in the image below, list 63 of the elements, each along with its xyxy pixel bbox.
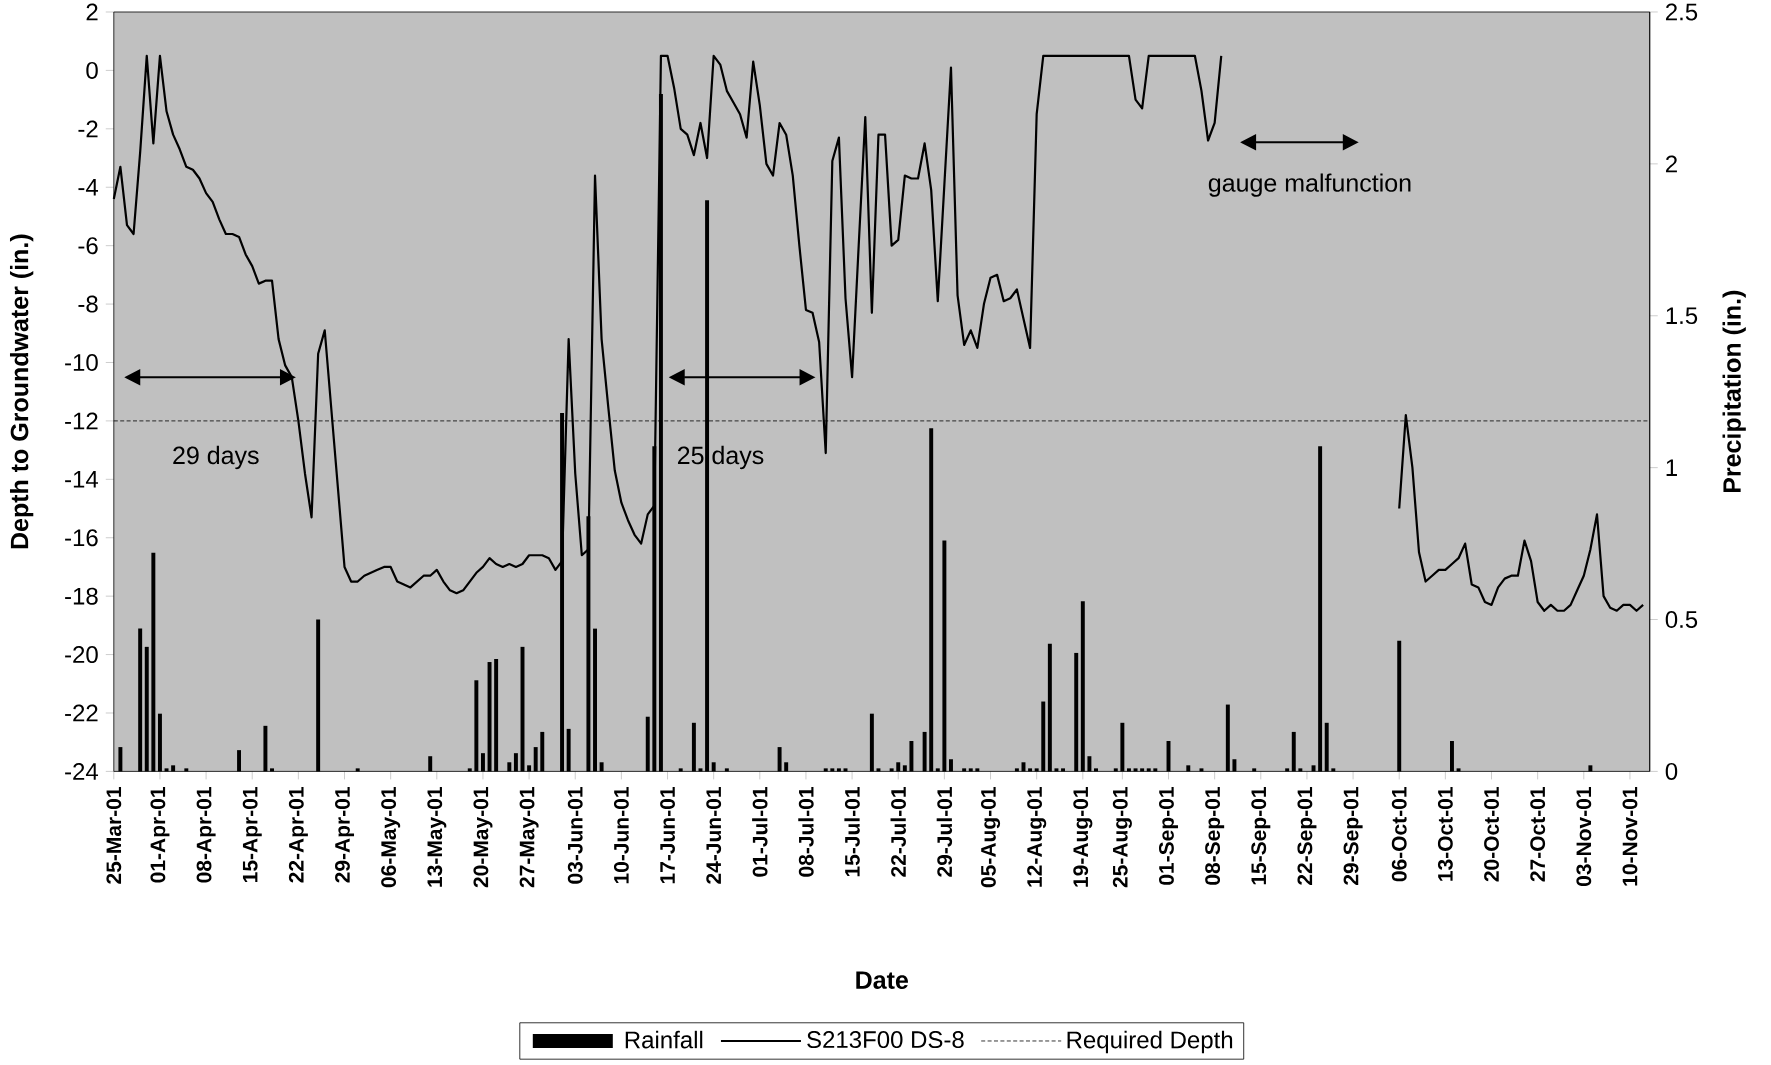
x-tick-label: 27-May-01 [519, 787, 539, 888]
y2-axis-title: Precipitation (in.) [1722, 290, 1746, 493]
x-tick-label: 01-Apr-01 [150, 787, 170, 883]
legend-label: Rainfall [625, 1030, 703, 1049]
x-tick-label: 29-Apr-01 [335, 787, 355, 883]
y2-tick-label: 1.5 [1666, 307, 1698, 325]
y2-tick-label: 1 [1666, 459, 1677, 476]
x-tick-label: 03-Jun-01 [567, 787, 583, 884]
y-tick-label: -14 [65, 471, 99, 488]
y-tick-label: -18 [65, 587, 98, 605]
y2-tick-label: 0.5 [1665, 611, 1698, 628]
x-tick-label: 27-Oct-01 [1530, 787, 1546, 882]
x-tick-label: 10-Jun-01 [613, 787, 629, 884]
x-axis-title: Date [856, 971, 908, 989]
x-tick-label: 20-Oct-01 [1484, 787, 1499, 882]
y-tick-label: -6 [78, 237, 98, 255]
annotation: gauge malfunction [1208, 173, 1411, 197]
x-tick-label: 01-Jul-01 [752, 787, 768, 877]
y-tick-label: 2 [86, 3, 98, 21]
y-tick-label: 0 [86, 61, 98, 79]
annotation: 29 days [173, 445, 259, 470]
x-tick-label: 15-Sep-01 [1251, 787, 1271, 885]
x-tick-label: 15-Apr-01 [242, 787, 262, 883]
y-tick-label: -8 [78, 295, 98, 313]
x-tick-label: 13-Oct-01 [1437, 787, 1453, 881]
x-tick-label: 12-Aug-01 [1027, 787, 1047, 887]
x-tick-label: 20-May-01 [473, 787, 493, 888]
x-tick-label: 22-Sep-01 [1297, 787, 1317, 885]
y-tick-label: -10 [65, 354, 98, 371]
x-tick-label: 15-Jul-01 [844, 787, 860, 877]
y-tick-label: -24 [65, 763, 99, 780]
x-tick-label: 25-Mar-01 [106, 787, 122, 884]
x-tick-label: 22-Jul-01 [890, 787, 906, 877]
x-tick-label: 19-Aug-01 [1073, 787, 1093, 887]
legend-label: S213F00 DS-8 [807, 1031, 964, 1049]
x-tick-label: 22-Apr-01 [288, 787, 308, 883]
x-tick-label: 29-Jul-01 [936, 787, 953, 877]
legend-label: Required Depth [1067, 1030, 1233, 1054]
y-tick-label: -20 [65, 646, 98, 664]
y-tick-label: -16 [65, 529, 98, 547]
y2-tick-label: 2 [1665, 155, 1677, 173]
x-tick-label: 08-Jul-01 [798, 787, 814, 877]
x-tick-label: 08-Apr-01 [196, 787, 216, 883]
x-tick-label: 13-May-01 [427, 787, 447, 887]
x-tick-label: 08-Sep-01 [1205, 787, 1225, 885]
y-tick-label: -12 [65, 412, 98, 430]
x-tick-label: 01-Sep-01 [1159, 787, 1179, 885]
x-tick-label: 17-Jun-01 [660, 787, 675, 884]
y-tick-label: -22 [65, 704, 98, 722]
y2-tick-label: 0 [1665, 762, 1678, 780]
annotation: 25 days [677, 445, 764, 470]
x-tick-label: 29-Sep-01 [1343, 787, 1363, 885]
y-tick-label: -4 [78, 179, 99, 196]
x-tick-label: 24-Jun-01 [706, 787, 722, 884]
y-tick-label: -2 [78, 120, 98, 138]
x-tick-label: 05-Aug-01 [980, 787, 1001, 888]
x-tick-label: 06-Oct-01 [1391, 787, 1407, 882]
x-tick-label: 10-Nov-01 [1622, 787, 1638, 886]
x-tick-label: 25-Aug-01 [1112, 787, 1132, 888]
x-tick-label: 03-Nov-01 [1576, 787, 1592, 887]
y-axis-title: Depth to Groundwater (in.) [9, 234, 34, 549]
x-tick-label: 06-May-01 [381, 787, 401, 888]
y2-tick-label: 2.5 [1665, 3, 1698, 21]
